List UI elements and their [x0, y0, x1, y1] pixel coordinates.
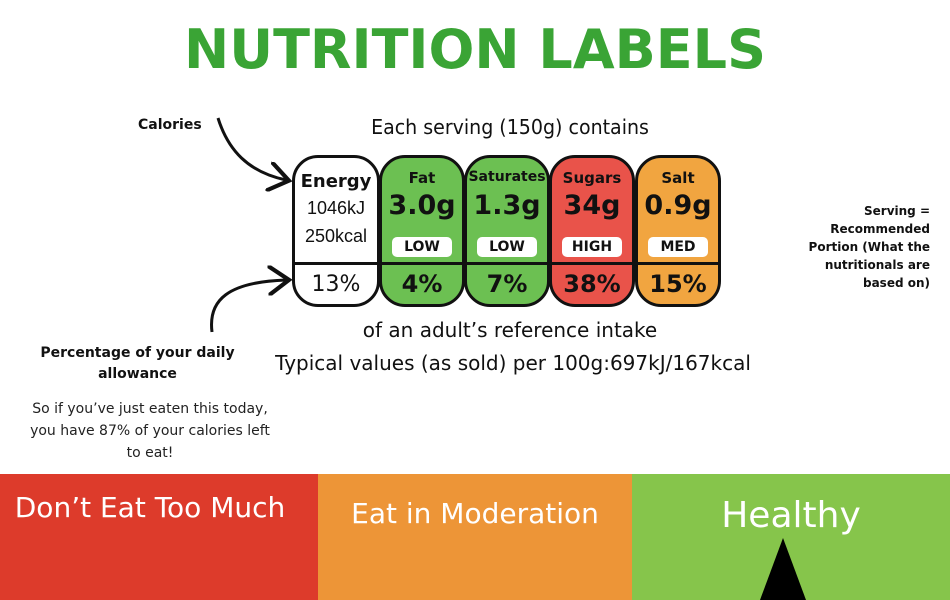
saturates-value: 1.3g	[473, 190, 541, 221]
column-divider	[467, 262, 547, 265]
scale-label-healthy: Healthy	[721, 495, 861, 536]
salt-level-badge: MED	[648, 237, 708, 257]
fat-column: Fat 3.0g LOW 4%	[379, 155, 465, 307]
calories-annotation: Calories	[138, 117, 202, 133]
percentage-annotation-description: So if you’ve just eaten this today, you …	[30, 401, 270, 461]
scale-label-moderation: Eat in Moderation	[351, 497, 599, 530]
scale-label-dont-eat: Don’t Eat Too Much	[14, 491, 286, 524]
sugars-name: Sugars	[562, 169, 622, 187]
energy-percent: 13%	[311, 272, 361, 297]
reference-intake-line: of an adult’s reference intake	[362, 318, 658, 342]
scale-band-moderation: Eat in Moderation	[318, 474, 632, 600]
fat-percent: 4%	[401, 270, 443, 298]
saturates-name: Saturates	[468, 169, 546, 185]
page-title: NUTRITION LABELS	[184, 18, 766, 81]
column-divider	[295, 262, 377, 265]
sugars-value: 34g	[563, 190, 621, 221]
fat-name: Fat	[408, 169, 436, 187]
salt-value: 0.9g	[644, 190, 712, 221]
saturates-level-badge: LOW	[477, 237, 537, 257]
saturates-column: Saturates 1.3g LOW 7%	[464, 155, 550, 307]
saturates-percent: 7%	[486, 270, 528, 298]
percentage-annotation-title: Percentage of your daily allowance	[40, 345, 235, 382]
fat-value: 3.0g	[388, 190, 456, 221]
column-divider	[638, 262, 718, 265]
fat-level-badge: LOW	[392, 237, 452, 257]
sugars-level-badge: HIGH	[562, 237, 622, 257]
sugars-percent: 38%	[563, 270, 621, 298]
serving-annotation: Serving = Recommended Portion (What the …	[808, 204, 930, 290]
salt-percent: 15%	[649, 270, 707, 298]
scale-band-dont-eat: Don’t Eat Too Much	[0, 474, 318, 600]
column-divider	[382, 262, 462, 265]
serving-heading: Each serving (150g) contains	[371, 115, 649, 139]
energy-name: Energy	[300, 171, 372, 192]
column-divider	[552, 262, 632, 265]
energy-kcal: 250kcal	[304, 226, 368, 246]
energy-column: Energy 1046kJ 250kcal 13%	[292, 155, 380, 307]
salt-name: Salt	[661, 169, 695, 187]
sugars-column: Sugars 34g HIGH 38%	[549, 155, 635, 307]
typical-values-line: Typical values (as sold) per 100g:697kJ/…	[275, 351, 751, 375]
energy-kj: 1046kJ	[306, 198, 366, 218]
salt-column: Salt 0.9g MED 15%	[635, 155, 721, 307]
pointer-triangle	[760, 538, 806, 600]
